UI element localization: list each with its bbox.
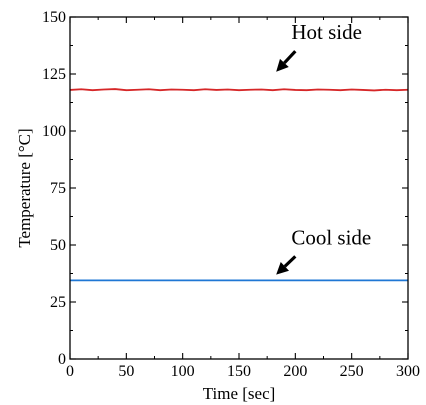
plot-frame bbox=[69, 16, 409, 360]
series-layer bbox=[69, 88, 409, 282]
x-axis-title: Time [sec] bbox=[203, 384, 276, 403]
x-axis-ticks: 0 50 100 150 200 250 300 bbox=[66, 17, 420, 380]
y-tick-label: 125 bbox=[42, 66, 66, 83]
x-tick-label: 50 bbox=[118, 363, 134, 380]
annotation-arrow-shaft bbox=[283, 255, 297, 268]
y-axis-ticks: 0 25 50 75 100 125 150 bbox=[42, 9, 408, 368]
x-tick-label: 250 bbox=[340, 363, 364, 380]
hot-side-label: Hot side bbox=[291, 20, 362, 44]
cool-side-label: Cool side bbox=[291, 225, 371, 249]
x-tick-label: 0 bbox=[66, 363, 74, 380]
y-tick-label: 100 bbox=[42, 123, 66, 140]
y-axis-title: Temperature [°C] bbox=[15, 128, 34, 247]
y-tick-label: 25 bbox=[50, 294, 66, 311]
y-tick-label: 50 bbox=[50, 237, 66, 254]
x-tick-label: 150 bbox=[227, 363, 251, 380]
annotation-arrow-shaft bbox=[283, 50, 297, 65]
x-tick-label: 200 bbox=[283, 363, 307, 380]
x-tick-label: 100 bbox=[171, 363, 195, 380]
hot-side-line bbox=[69, 88, 409, 92]
y-tick-label: 75 bbox=[50, 180, 66, 197]
x-tick-label: 300 bbox=[396, 363, 420, 380]
annotation-arrow-head bbox=[276, 58, 289, 72]
annotation-arrow-head bbox=[276, 262, 290, 275]
annotation-layer: Hot side Cool side bbox=[276, 20, 371, 275]
y-tick-label: 0 bbox=[58, 351, 66, 368]
y-tick-label: 150 bbox=[42, 9, 66, 26]
